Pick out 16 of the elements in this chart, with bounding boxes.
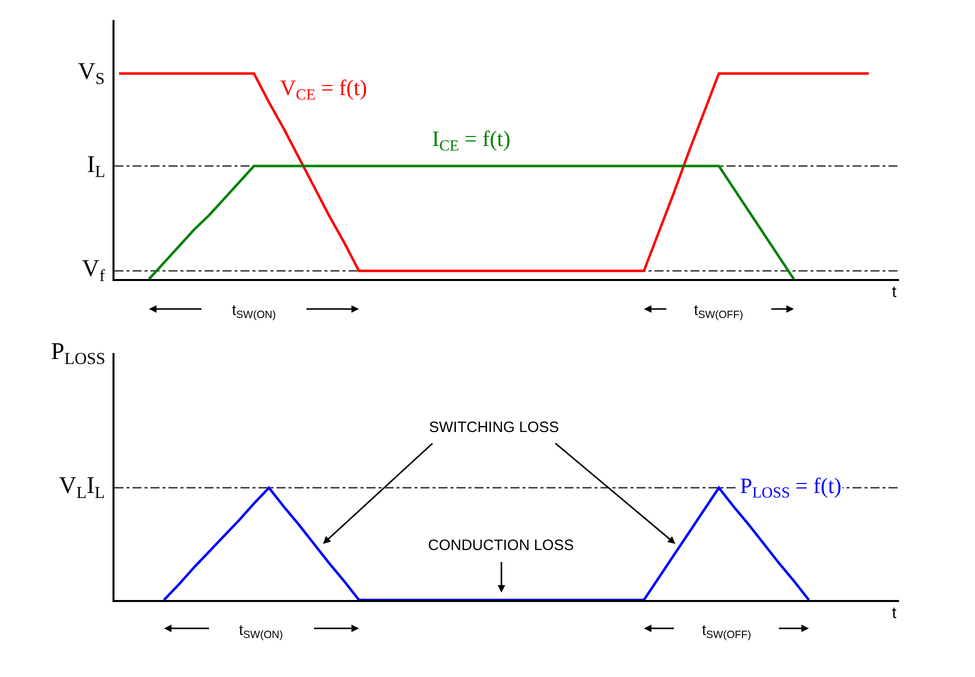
y-axis-title: P$_{LOSS}$: [51, 339, 106, 368]
series-label: I$_{CE}$ = f(t): [432, 126, 510, 155]
text: t$_{SW(OFF)}$: [702, 622, 752, 642]
series-label: V$_{CE}$ = f(t): [280, 75, 368, 104]
text: V$_{S}$: [78, 59, 105, 88]
text: t$_{SW(OFF)}$: [694, 302, 744, 322]
x-axis-title: t: [892, 605, 897, 622]
series-label: P$_{LOSS}$ = f(t): [740, 473, 842, 502]
x-axis-title: t: [892, 284, 897, 301]
text: t$_{SW(ON)}$: [232, 302, 276, 322]
text: t$_{SW(ON)}$: [239, 622, 283, 642]
text: SWITCHING LOSS: [429, 419, 560, 436]
ref-line-label: V$_{L}$I$_{L}$: [59, 473, 105, 502]
ref-line-label: V$_{f}$: [82, 256, 106, 286]
ref-line-label: I$_{L}$: [87, 152, 106, 182]
annotation: CONDUCTION LOSS: [428, 537, 574, 554]
